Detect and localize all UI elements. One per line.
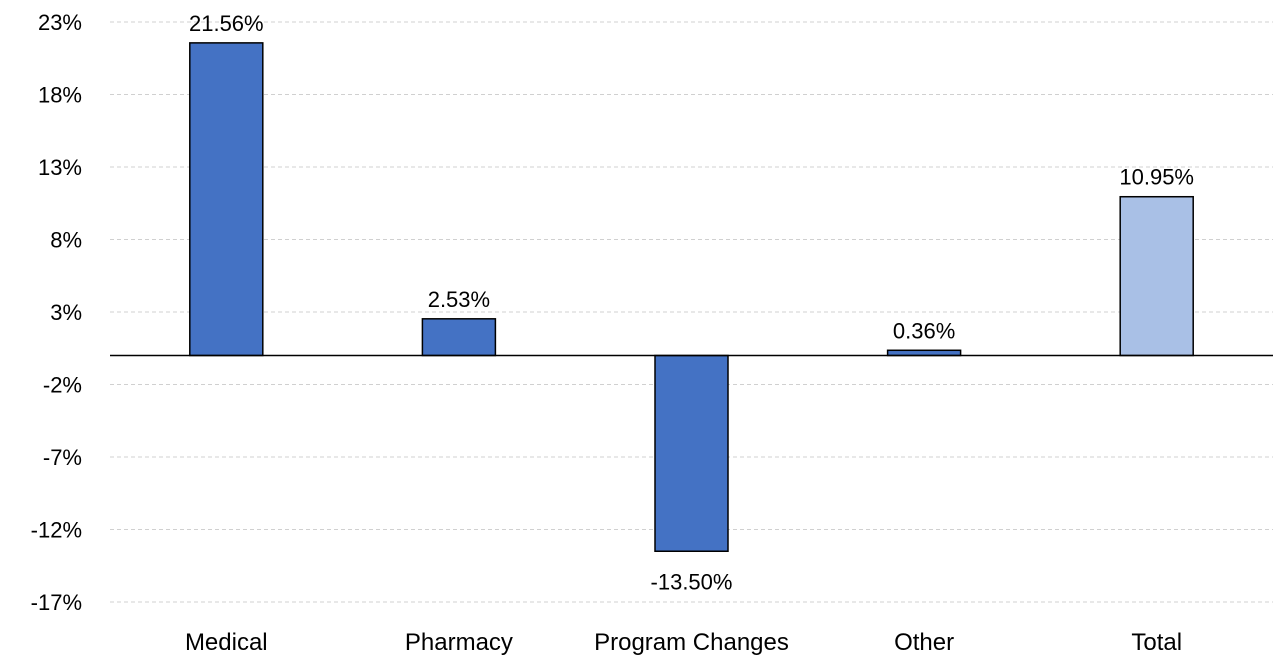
category-label: Program Changes xyxy=(594,629,789,656)
y-tick-label: -7% xyxy=(43,445,82,470)
y-tick-label: -12% xyxy=(31,518,82,543)
bar-pharmacy xyxy=(421,318,497,357)
data-label: 10.95% xyxy=(1119,165,1194,190)
y-tick-label: 13% xyxy=(38,155,82,180)
y-tick-label: 8% xyxy=(50,228,82,253)
y-tick-label: 18% xyxy=(38,83,82,108)
data-label: 2.53% xyxy=(428,287,490,312)
category-labels: Medical Pharmacy Program Changes Other Total xyxy=(185,629,1182,656)
bar-total xyxy=(1119,195,1194,357)
category-label: Total xyxy=(1131,629,1182,656)
y-tick-label: -17% xyxy=(31,590,82,615)
data-labels: 21.56% 2.53% -13.50% 0.36% 10.95% xyxy=(189,11,1194,594)
data-label: -13.50% xyxy=(651,569,733,594)
data-label: 0.36% xyxy=(893,318,955,343)
bar-other xyxy=(886,349,962,357)
data-label: 21.56% xyxy=(189,11,264,36)
y-axis-ticks: 23% 18% 13% 8% 3% -2% -7% -12% -17% xyxy=(31,10,82,615)
y-tick-label: 3% xyxy=(50,300,82,325)
category-label: Medical xyxy=(185,629,268,656)
y-tick-label: -2% xyxy=(43,373,82,398)
category-label: Pharmacy xyxy=(405,629,513,656)
y-tick-label: 23% xyxy=(38,10,82,35)
bars xyxy=(189,42,1194,552)
bar-program-changes xyxy=(654,354,729,552)
category-label: Other xyxy=(894,629,954,656)
bar-medical xyxy=(189,42,264,357)
